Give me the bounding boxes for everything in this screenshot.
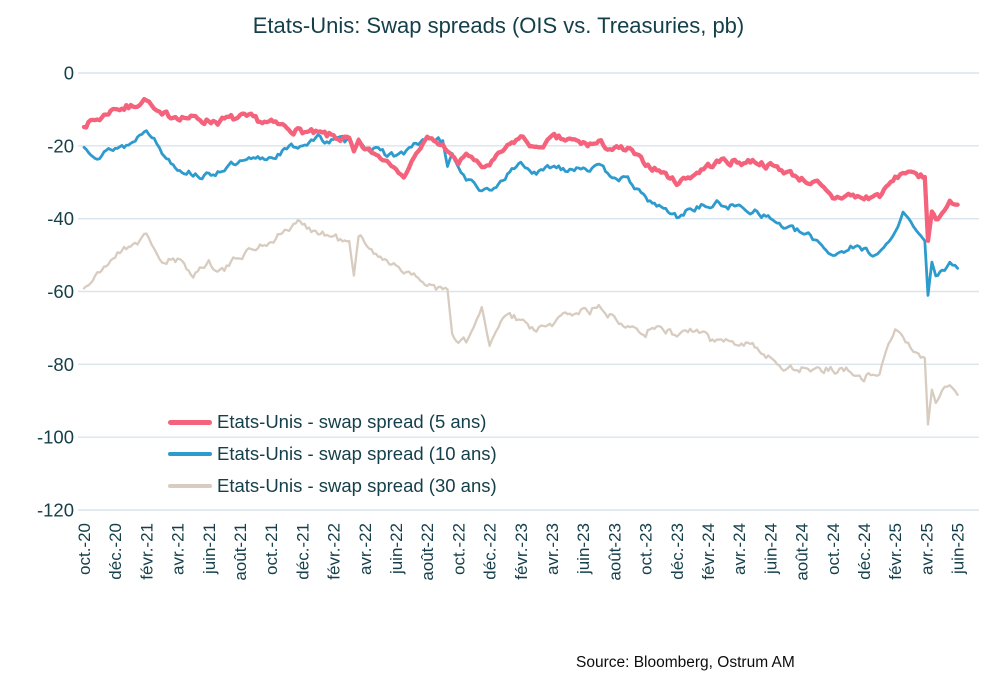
x-axis-tick-label: déc.-22	[481, 523, 500, 580]
x-axis-tick-label: févr.-24	[699, 523, 718, 580]
x-axis-tick-label: avr.-21	[169, 523, 188, 575]
x-axis-tick-label: févr.-25	[886, 523, 905, 580]
legend-label-10ans: Etats-Unis - swap spread (10 ans)	[217, 443, 497, 464]
x-axis-tick-label: avr.-24	[730, 523, 749, 575]
y-axis-tick-label: -100	[37, 427, 74, 448]
x-axis-tick-label: juin-23	[574, 523, 593, 575]
series-line-1	[82, 129, 959, 297]
x-axis-tick-label: août-21	[231, 523, 250, 581]
y-axis-tick-label: -80	[47, 354, 74, 375]
legend-line-5ans-icon	[168, 419, 212, 425]
legend-item-10ans: Etats-Unis - swap spread (10 ans)	[168, 438, 497, 470]
source-caption: Source: Bloomberg, Ostrum AM	[576, 654, 795, 671]
legend-line-30ans-icon	[168, 484, 212, 488]
x-axis-tick-label: oct.-24	[824, 523, 843, 575]
x-axis-tick-label: févr.-23	[512, 523, 531, 580]
y-axis-tick-label: -20	[47, 135, 74, 156]
x-axis-tick-label: oct.-23	[637, 523, 656, 575]
chart-title: Etats-Unis: Swap spreads (OIS vs. Treasu…	[252, 13, 745, 38]
legend-line-10ans-icon	[168, 452, 212, 456]
y-axis-tick-label: 0	[64, 63, 74, 84]
x-axis-tick-label: févr.-21	[137, 523, 156, 580]
x-axis-tick-label: avr.-23	[543, 523, 562, 575]
y-axis-tick-label: -60	[47, 281, 74, 302]
legend-item-30ans: Etats-Unis - swap spread (30 ans)	[168, 470, 497, 502]
x-axis-tick-label: déc.-21	[293, 523, 312, 580]
x-axis-tick-label: juin-22	[387, 523, 406, 575]
legend-label-30ans: Etats-Unis - swap spread (30 ans)	[217, 475, 497, 496]
x-axis-tick-label: déc.-20	[106, 523, 125, 580]
x-axis-tick-label: juin-21	[200, 523, 219, 575]
x-axis-tick-label: avr.-25	[917, 523, 936, 575]
legend-item-5ans: Etats-Unis - swap spread (5 ans)	[168, 406, 497, 438]
chart-legend: Etats-Unis - swap spread (5 ans) Etats-U…	[168, 406, 497, 502]
x-axis-tick-label: juin-24	[761, 523, 780, 575]
series-line-0	[81, 96, 960, 243]
x-axis-tick-label: déc.-24	[855, 523, 874, 580]
x-axis-tick-label: août-22	[418, 523, 437, 581]
y-axis-tick-label: -40	[47, 208, 74, 229]
x-axis-tick-label: oct.-21	[262, 523, 281, 575]
x-axis-tick-label: août-24	[793, 523, 812, 581]
series-line-2	[82, 218, 959, 426]
x-axis-tick-label: juin-25	[949, 523, 968, 575]
legend-label-5ans: Etats-Unis - swap spread (5 ans)	[217, 411, 487, 432]
x-axis-tick-label: août-23	[605, 523, 624, 581]
x-axis-tick-label: févr.-22	[325, 523, 344, 580]
y-axis-tick-label: -120	[37, 500, 74, 521]
x-axis-tick-label: oct.-22	[449, 523, 468, 575]
x-axis-tick-label: oct.-20	[75, 523, 94, 575]
x-axis-tick-label: déc.-23	[668, 523, 687, 580]
x-axis-tick-label: avr.-22	[356, 523, 375, 575]
